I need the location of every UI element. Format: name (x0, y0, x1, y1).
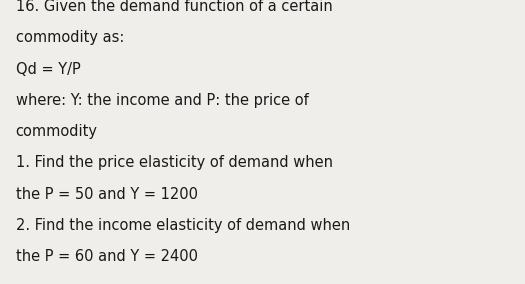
Text: the P = 60 and Y = 2400: the P = 60 and Y = 2400 (16, 249, 198, 264)
Text: 1. Find the price elasticity of demand when: 1. Find the price elasticity of demand w… (16, 155, 333, 170)
Text: the P = 50 and Y = 1200: the P = 50 and Y = 1200 (16, 187, 198, 202)
Text: 2. Find the income elasticity of demand when: 2. Find the income elasticity of demand … (16, 218, 350, 233)
Text: where: Y: the income and P: the price of: where: Y: the income and P: the price of (16, 93, 309, 108)
Text: commodity as:: commodity as: (16, 30, 124, 45)
Text: Qd = Y/P: Qd = Y/P (16, 62, 80, 77)
Text: commodity: commodity (16, 124, 98, 139)
Text: 16. Given the demand function of a certain: 16. Given the demand function of a certa… (16, 0, 332, 14)
